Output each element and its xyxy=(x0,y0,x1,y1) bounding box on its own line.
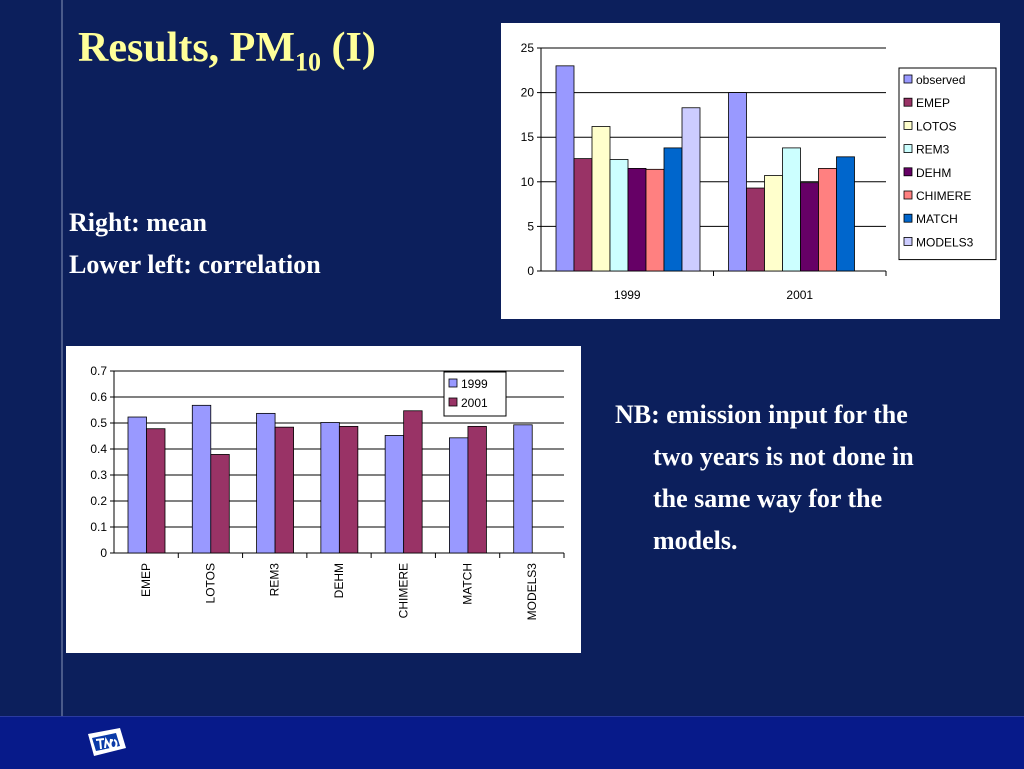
bar xyxy=(573,158,593,272)
y-tick-label: 10 xyxy=(521,175,535,189)
y-tick-label: 0.6 xyxy=(90,390,107,404)
bar xyxy=(191,404,212,554)
note-line: models. xyxy=(653,526,738,555)
caption-lower-left-correlation: Lower left: correlation xyxy=(69,250,321,279)
note-line: NB: emission input for the xyxy=(615,400,908,429)
legend-label: REM3 xyxy=(916,143,950,157)
legend-label: DEHM xyxy=(916,166,951,180)
bar xyxy=(384,435,405,554)
legend-swatch xyxy=(903,74,913,84)
legend-label: MODELS3 xyxy=(916,235,974,249)
y-tick-label: 0.1 xyxy=(90,520,107,534)
vertical-divider-line xyxy=(61,0,63,716)
x-tick-label: LOTOS xyxy=(203,563,217,603)
bar xyxy=(609,159,629,272)
legend-label: LOTOS xyxy=(916,119,956,133)
bar xyxy=(746,187,765,272)
x-tick-label: MODELS3 xyxy=(525,563,539,621)
legend-swatch xyxy=(903,97,913,107)
bar xyxy=(800,182,819,272)
bar xyxy=(782,147,801,272)
bar xyxy=(645,168,665,272)
x-tick-label: EMEP xyxy=(139,563,153,597)
y-tick-label: 25 xyxy=(521,41,535,55)
bar xyxy=(127,416,147,554)
caption-right-mean: Right: mean xyxy=(69,208,207,237)
bar xyxy=(513,424,533,554)
y-tick-label: 0 xyxy=(527,264,534,278)
bar xyxy=(836,156,855,272)
correlation-chart-svg: 0 0.1 0.2 0.3 0.4 0.5 0.6 0.7 EMEP LOTOS REM3 DEHM C… xyxy=(90,364,565,621)
bar xyxy=(627,168,647,272)
legend-label: EMEP xyxy=(916,96,950,110)
x-tick-label: 2001 xyxy=(786,288,813,302)
tno-logo-icon xyxy=(88,728,126,756)
mean-chart: 0 5 10 15 20 25 1999 2001 observed EMEP LOTOS REM3 D… xyxy=(501,23,1000,319)
legend-swatch xyxy=(903,213,913,223)
y-tick-label: 0.2 xyxy=(90,494,107,508)
y-tick-label: 15 xyxy=(521,130,535,144)
legend-label: 2001 xyxy=(461,396,488,410)
x-tick-label: MATCH xyxy=(461,563,475,605)
legend-swatch xyxy=(903,144,913,153)
bar xyxy=(728,92,747,272)
bar xyxy=(146,428,166,554)
legend-swatch xyxy=(903,121,913,130)
bar xyxy=(591,126,611,272)
y-tick-label: 0 xyxy=(100,546,107,560)
y-tick-label: 0.7 xyxy=(90,364,107,378)
x-tick-label: DEHM xyxy=(332,563,346,598)
legend-swatch xyxy=(448,397,458,407)
legend-label: MATCH xyxy=(916,212,958,226)
y-tick-label: 20 xyxy=(521,86,535,100)
note-text: NB: emission input for the two years is … xyxy=(615,394,995,562)
legend-swatch xyxy=(903,190,913,200)
legend-swatch xyxy=(448,378,458,388)
footer-bar xyxy=(0,716,1024,769)
bar xyxy=(663,147,683,272)
legend-label: 1999 xyxy=(461,377,488,391)
bar xyxy=(555,65,575,272)
y-tick-label: 0.4 xyxy=(90,442,107,456)
bar xyxy=(764,175,783,272)
bar xyxy=(818,168,837,272)
y-tick-label: 5 xyxy=(527,219,534,233)
bar xyxy=(449,437,469,554)
bar xyxy=(467,425,487,554)
legend-label: CHIMERE xyxy=(916,189,971,203)
legend-swatch xyxy=(903,167,913,177)
bar xyxy=(681,107,701,272)
bar xyxy=(256,412,276,554)
note-line: the same way for the xyxy=(653,484,883,513)
title-subscript: 10 xyxy=(294,47,321,77)
mean-chart-svg: 0 5 10 15 20 25 1999 2001 observed EMEP LOTOS REM3 D… xyxy=(521,41,997,302)
bar xyxy=(403,410,423,554)
bar xyxy=(320,422,340,554)
correlation-chart: 0 0.1 0.2 0.3 0.4 0.5 0.6 0.7 EMEP LOTOS REM3 DEHM C… xyxy=(66,346,581,653)
y-tick-label: 0.3 xyxy=(90,468,107,482)
legend-label: observed xyxy=(916,73,965,87)
legend-swatch xyxy=(903,236,913,246)
bar xyxy=(338,425,359,554)
y-tick-label: 0.5 xyxy=(90,416,107,430)
x-tick-label: REM3 xyxy=(268,563,282,597)
legend-box xyxy=(898,67,997,261)
bar xyxy=(274,426,294,554)
note-line: two years is not done in xyxy=(653,442,914,471)
slide-title: Results, PM10 (I) xyxy=(78,25,376,77)
x-tick-label: CHIMERE xyxy=(396,563,410,618)
x-tick-label: 1999 xyxy=(614,288,641,302)
bar xyxy=(210,454,230,554)
